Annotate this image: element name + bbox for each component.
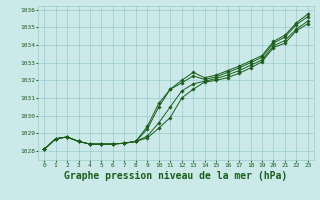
X-axis label: Graphe pression niveau de la mer (hPa): Graphe pression niveau de la mer (hPa) bbox=[64, 171, 288, 181]
